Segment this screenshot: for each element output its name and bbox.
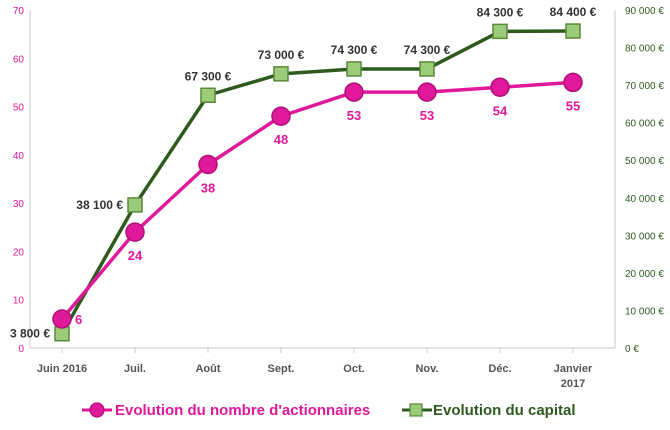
capital-data-label: 84 400 € bbox=[550, 5, 597, 19]
x-tick-label: 2017 bbox=[561, 378, 585, 390]
y-left-tick-label: 20 bbox=[13, 247, 25, 258]
x-tick-label: Janvier bbox=[554, 363, 593, 375]
actionnaires-point-marker bbox=[52, 309, 72, 329]
capital-point-marker bbox=[419, 61, 435, 77]
capital-point-marker bbox=[127, 197, 143, 213]
actionnaires-data-label: 53 bbox=[420, 108, 434, 123]
legend-capital-marker bbox=[409, 403, 423, 417]
actionnaires-data-label: 54 bbox=[493, 103, 508, 118]
x-tick-label: Oct. bbox=[343, 363, 364, 375]
legend-capital-label: Evolution du capital bbox=[433, 402, 576, 419]
actionnaires-data-label: 38 bbox=[201, 181, 215, 196]
actionnaires-point-marker bbox=[198, 154, 218, 175]
capital-point-marker bbox=[492, 23, 508, 40]
x-tick-label: Nov. bbox=[415, 363, 438, 375]
legend-actionnaires-marker bbox=[89, 402, 105, 418]
x-tick-label: Sept. bbox=[268, 363, 295, 375]
y-left-tick-label: 70 bbox=[13, 6, 25, 17]
capital-point-marker bbox=[54, 325, 70, 342]
x-tick-label: Juin 2016 bbox=[37, 363, 87, 375]
y-right-tick-label: 40 000 € bbox=[625, 194, 664, 205]
y-left-tick-label: 60 bbox=[13, 54, 25, 65]
capital-point-marker bbox=[565, 23, 581, 39]
capital-data-label: 84 300 € bbox=[477, 5, 524, 19]
actionnaires-data-label: 48 bbox=[274, 132, 288, 147]
y-right-tick-label: 60 000 € bbox=[625, 119, 664, 130]
capital-point-marker bbox=[346, 61, 362, 77]
y-left-tick-label: 50 bbox=[13, 103, 25, 114]
x-tick-label: Juil. bbox=[124, 363, 146, 375]
capital-data-label: 74 300 € bbox=[404, 43, 451, 57]
y-right-tick-label: 70 000 € bbox=[625, 81, 664, 92]
y-right-tick-label: 30 000 € bbox=[625, 231, 664, 242]
actionnaires-data-label: 24 bbox=[128, 248, 143, 263]
actionnaires-point-marker bbox=[344, 82, 364, 102]
y-left-tick-label: 30 bbox=[13, 199, 25, 210]
capital-data-label: 74 300 € bbox=[331, 43, 378, 57]
actionnaires-point-marker bbox=[563, 72, 583, 93]
actionnaires-series-line bbox=[60, 80, 574, 321]
y-right-tick-label: 50 000 € bbox=[625, 156, 664, 167]
capital-series-line bbox=[60, 29, 574, 335]
y-left-tick-label: 40 bbox=[13, 151, 25, 162]
capital-data-label: 73 000 € bbox=[258, 48, 305, 62]
actionnaires-point-marker bbox=[417, 82, 437, 102]
actionnaires-data-label: 55 bbox=[566, 98, 580, 113]
y-right-tick-label: 0 € bbox=[625, 344, 639, 355]
y-right-tick-label: 10 000 € bbox=[625, 306, 664, 317]
x-tick-label: Déc. bbox=[488, 363, 511, 375]
y-right-tick-label: 20 000 € bbox=[625, 269, 664, 280]
y-right-tick-label: 90 000 € bbox=[625, 6, 664, 17]
capital-data-label: 38 100 € bbox=[76, 198, 123, 212]
actionnaires-point-marker bbox=[490, 77, 510, 98]
y-left-tick-label: 10 bbox=[13, 296, 25, 307]
actionnaires-point-marker bbox=[125, 222, 145, 242]
legend-actionnaires-label: Evolution du nombre d'actionnaires bbox=[115, 402, 370, 419]
capital-point-marker bbox=[200, 87, 216, 104]
actionnaires-point-marker bbox=[271, 106, 291, 126]
capital-point-marker bbox=[273, 66, 289, 82]
capital-data-label: 67 300 € bbox=[185, 69, 232, 83]
x-tick-label: Août bbox=[195, 363, 220, 375]
capital-data-label: 3 800 € bbox=[10, 327, 50, 341]
actionnaires-data-label: 6 bbox=[75, 312, 82, 327]
y-left-tick-label: 0 bbox=[18, 344, 24, 355]
actionnaires-data-label: 53 bbox=[347, 108, 361, 123]
y-right-tick-label: 80 000 € bbox=[625, 44, 664, 55]
